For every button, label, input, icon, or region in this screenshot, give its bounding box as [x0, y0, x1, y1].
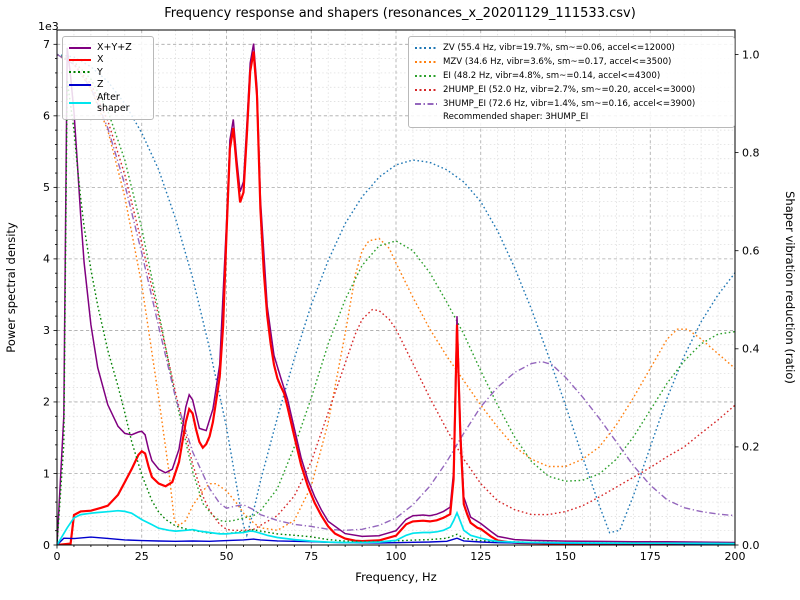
legend-item-x: X [69, 54, 145, 65]
svg-text:5: 5 [43, 181, 50, 194]
legend-item-ei: EI (48.2 Hz, vibr=4.8%, sm~=0.14, accel<… [415, 70, 728, 83]
svg-text:200: 200 [725, 550, 746, 563]
legend-label: After shaper [97, 91, 130, 114]
shaper-zv-line [57, 53, 735, 538]
svg-text:175: 175 [640, 550, 661, 563]
ei-line-sample [415, 75, 437, 78]
shaper-3hump-ei-line [57, 53, 735, 532]
recommended-shaper-note: Recommended shaper: 3HUMP_EI [443, 112, 589, 123]
axis-labels: Frequency, Hz Power spectral density Shape… [4, 191, 797, 584]
svg-text:0.4: 0.4 [742, 343, 760, 356]
xyz-line-sample [69, 46, 91, 49]
series-lines [57, 43, 735, 545]
svg-text:2: 2 [43, 396, 50, 409]
svg-text:7: 7 [43, 38, 50, 51]
axis-ticks [53, 43, 739, 549]
zv-line-sample [415, 47, 437, 50]
svg-text:1: 1 [43, 467, 50, 480]
svg-text:0.2: 0.2 [742, 441, 760, 454]
svg-text:0.6: 0.6 [742, 245, 760, 258]
svg-text:0: 0 [54, 550, 61, 563]
x-line-sample [69, 59, 91, 62]
svg-text:0.8: 0.8 [742, 146, 760, 159]
svg-text:4: 4 [43, 253, 50, 266]
legend-label: X+Y+Z [97, 42, 132, 53]
2hump-ei-line-sample [415, 89, 437, 92]
legend-item-zv: ZV (55.4 Hz, vibr=19.7%, sm~=0.06, accel… [415, 42, 728, 55]
left-y-axis-label: Power spectral density [4, 222, 18, 353]
svg-text:150: 150 [555, 550, 576, 563]
chart-title: Frequency response and shapers (resonanc… [164, 6, 636, 21]
legend-item-3hump-ei: 3HUMP_EI (72.6 Hz, vibr=1.4%, sm~=0.16, … [415, 98, 728, 111]
legend-item-2hump-ei: 2HUMP_EI (52.0 Hz, vibr=2.7%, sm~=0.20, … [415, 84, 728, 97]
legend-item-after-shaper: After shaper [69, 92, 145, 115]
svg-text:125: 125 [470, 550, 491, 563]
psd-y-line [57, 80, 735, 545]
right-y-axis-label: Shaper vibration reduction (ratio) [783, 191, 797, 384]
svg-text:0: 0 [43, 539, 50, 552]
svg-text:1.0: 1.0 [742, 48, 760, 61]
svg-text:3: 3 [43, 324, 50, 337]
psd-legend: X+Y+Z X Y Z After shaper [62, 36, 154, 121]
legend-label: MZV (34.6 Hz, vibr=3.6%, sm~=0.17, accel… [443, 56, 672, 67]
tick-labels: 0 25 50 75 100 125 150 175 200 0 1 2 3 4 5 6 7 0.0 0.2 0.4 0… [43, 38, 760, 563]
svg-text:25: 25 [135, 550, 149, 563]
svg-text:50: 50 [220, 550, 234, 563]
legend-label: ZV (55.4 Hz, vibr=19.7%, sm~=0.06, accel… [443, 43, 675, 53]
svg-text:6: 6 [43, 110, 50, 123]
svg-text:0.0: 0.0 [742, 539, 760, 552]
psd-x-line [57, 51, 735, 545]
legend-item-z: Z [69, 79, 145, 90]
legend-label: 2HUMP_EI (52.0 Hz, vibr=2.7%, sm~=0.20, … [443, 84, 696, 95]
mzv-line-sample [415, 61, 437, 64]
legend-label: EI (48.2 Hz, vibr=4.8%, sm~=0.14, accel<… [443, 70, 661, 81]
legend-label: 3HUMP_EI (72.6 Hz, vibr=1.4%, sm~=0.16, … [443, 98, 696, 109]
svg-text:75: 75 [304, 550, 318, 563]
legend-item-y: Y [69, 67, 145, 78]
3hump-ei-line-sample [415, 103, 437, 105]
x-axis-label: Frequency, Hz [355, 570, 436, 584]
after-shaper-line-sample [69, 101, 91, 104]
psd-after-shaper-line [57, 509, 735, 545]
legend-label: Y [97, 66, 103, 78]
legend-item-mzv: MZV (34.6 Hz, vibr=3.6%, sm~=0.17, accel… [415, 56, 728, 69]
legend-label: X [97, 54, 104, 66]
svg-text:100: 100 [386, 550, 407, 563]
legend-label: Z [97, 79, 104, 91]
shaper-legend: ZV (55.4 Hz, vibr=19.7%, sm~=0.06, accel… [408, 36, 735, 129]
y-axis-offset-text: 1e3 [38, 20, 59, 33]
legend-item-xyz: X+Y+Z [69, 42, 145, 53]
z-line-sample [69, 83, 91, 86]
shaper-ei-line [57, 53, 735, 523]
y-line-sample [69, 71, 91, 74]
